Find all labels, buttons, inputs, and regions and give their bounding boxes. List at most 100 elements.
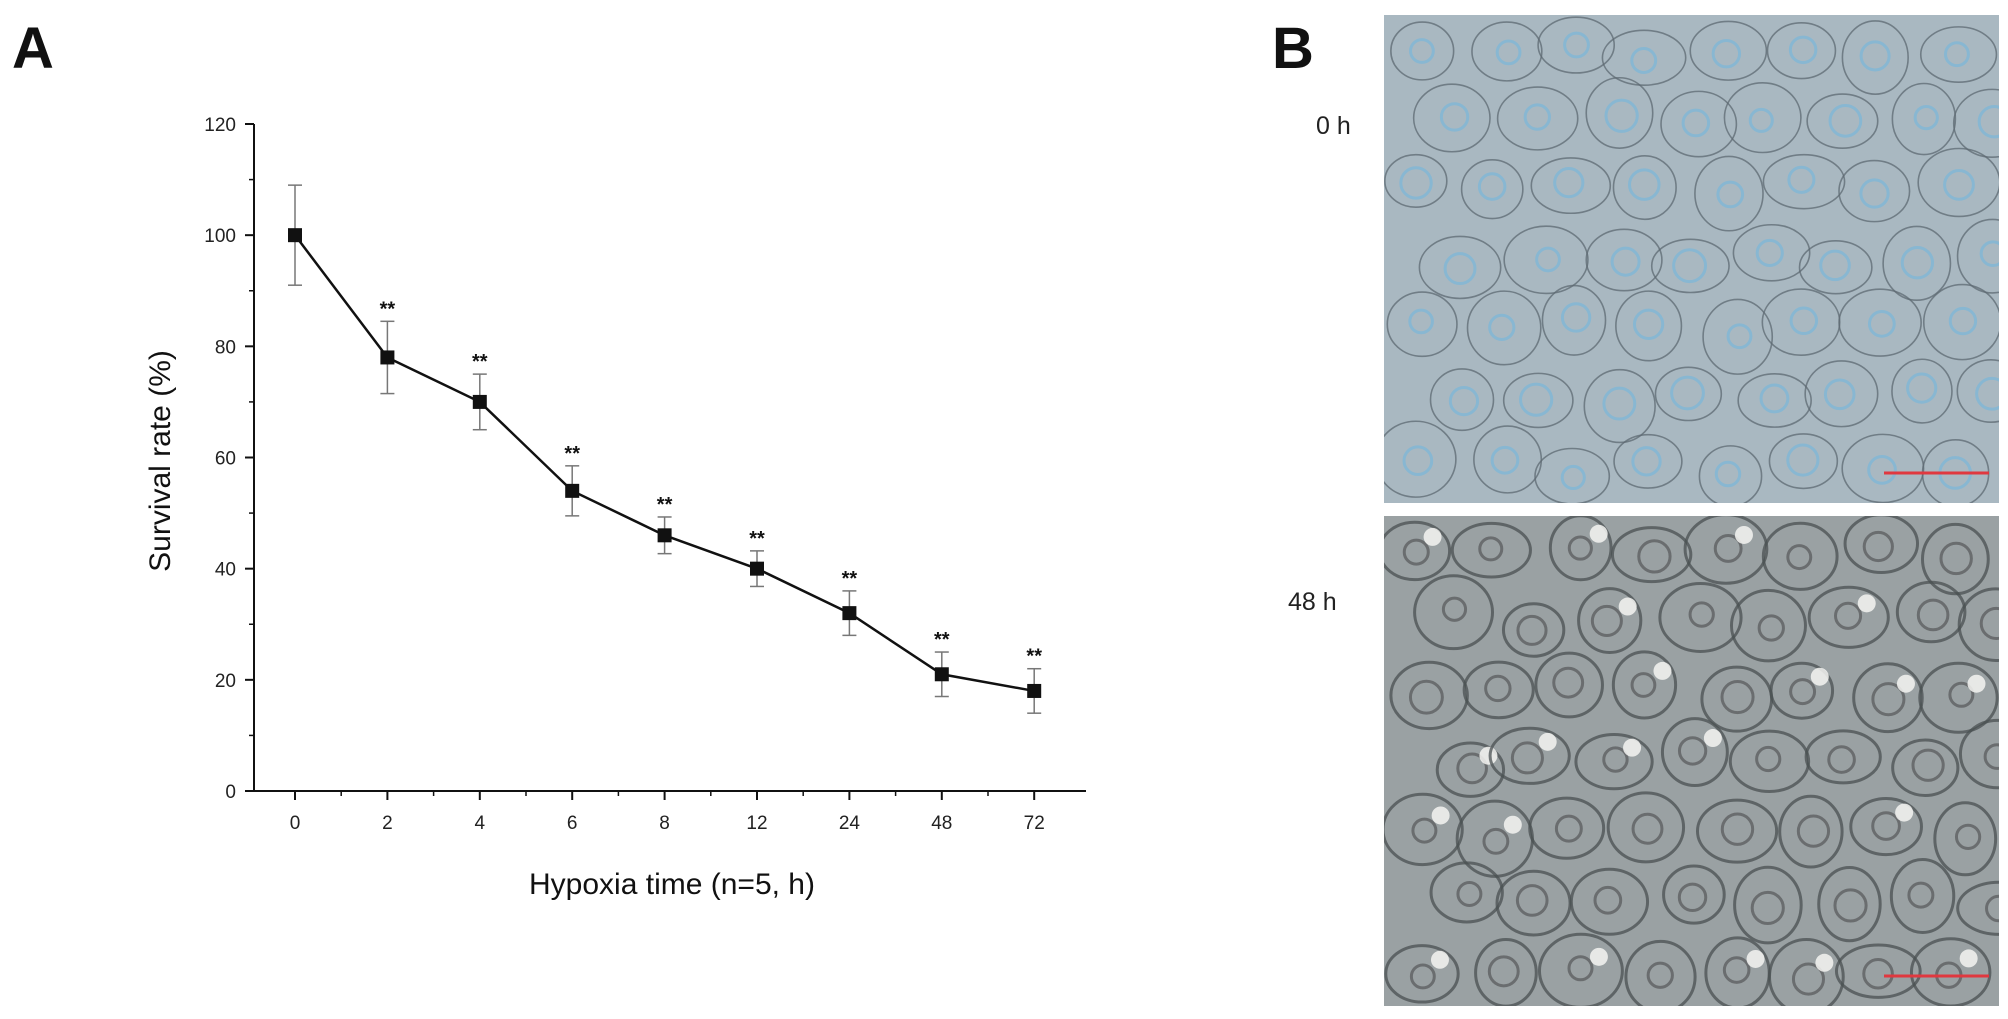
cell-nucleus [1789, 678, 1817, 706]
significance-label: ** [749, 528, 765, 550]
cell-outline [1412, 83, 1491, 153]
y-tick-label: 80 [215, 337, 236, 358]
cell-nucleus [1515, 884, 1549, 917]
cell-nucleus [1670, 375, 1705, 411]
bright-spot [1589, 524, 1608, 543]
cell-outline [1534, 447, 1611, 503]
cell-nucleus [1677, 882, 1708, 913]
cell-nucleus [1627, 168, 1661, 201]
cell-nucleus [1630, 47, 1658, 74]
data-point [288, 228, 302, 243]
bright-spot [1746, 949, 1765, 968]
cell-nucleus [1716, 180, 1745, 209]
bright-spot [1618, 597, 1637, 616]
cell-outline [1956, 218, 1999, 294]
cell-nucleus [1560, 302, 1592, 333]
cell-outline [1733, 865, 1803, 945]
cell-outline [1769, 661, 1835, 720]
cell-nucleus [1948, 681, 1975, 708]
cell-nucleus [1677, 736, 1708, 766]
cell-outline [1577, 587, 1643, 654]
cell-outline [1384, 792, 1464, 867]
cell-outline [1611, 650, 1678, 720]
cell-nucleus [1590, 604, 1623, 637]
cell-nucleus [1567, 955, 1594, 982]
cell-outline [1606, 791, 1686, 864]
cell-outline [1849, 797, 1923, 857]
bright-spot [1857, 594, 1876, 613]
significance-label: ** [934, 629, 950, 651]
cell-outline [1891, 738, 1960, 797]
cell-outline [1762, 153, 1846, 210]
cell-outline [1917, 147, 1999, 218]
cell-outline [1537, 932, 1624, 1006]
cell-nucleus [1791, 962, 1826, 996]
x-tick-label: 72 [1024, 813, 1045, 834]
cell-outline [1384, 944, 1460, 1004]
cell-outline [1841, 20, 1909, 95]
cell-nucleus [1750, 890, 1785, 926]
cell-nucleus [1495, 39, 1522, 66]
cell-nucleus [1408, 679, 1444, 715]
cell-nucleus [1789, 306, 1819, 336]
cell-outline [1386, 291, 1458, 358]
y-tick-label: 20 [215, 671, 236, 692]
cell-nucleus [1913, 104, 1939, 131]
cell-nucleus [1602, 746, 1629, 773]
cell-outline [1702, 298, 1774, 375]
cell-outline [1548, 516, 1613, 582]
x-tick-label: 12 [746, 813, 767, 834]
cell-nucleus [1871, 811, 1901, 841]
data-point [380, 350, 395, 365]
cell-nucleus [1439, 102, 1470, 132]
cell-outline [1496, 86, 1579, 151]
cell-nucleus [1456, 880, 1483, 907]
cell-outline [1585, 76, 1654, 149]
cell-outline [1694, 155, 1764, 232]
cell-nucleus [1788, 35, 1818, 65]
significance-label: ** [380, 298, 396, 320]
micrograph-48h [1384, 516, 1999, 1006]
cell-outline [1537, 16, 1616, 74]
cell-nucleus [1408, 308, 1434, 335]
cell-outline [1768, 938, 1845, 1006]
significance-label: ** [657, 494, 673, 516]
micrograph-label-0h: 0 h [1316, 112, 1351, 140]
cell-nucleus [1519, 382, 1554, 417]
cell-outline [1534, 651, 1604, 719]
bright-spot [1967, 674, 1986, 693]
cell-nucleus [1484, 674, 1512, 703]
cell-nucleus [1796, 814, 1831, 848]
cell-outline [1503, 225, 1589, 295]
cell-nucleus [1563, 31, 1590, 59]
cell-outline [1610, 526, 1693, 584]
cell-outline [1384, 153, 1448, 209]
cell-outline [1909, 937, 1992, 1006]
cell-nucleus [1720, 812, 1755, 846]
cell-nucleus [1977, 105, 1999, 139]
cell-nucleus [1983, 743, 1999, 770]
cell-nucleus [1553, 167, 1585, 199]
cell-nucleus [1567, 535, 1593, 561]
cell-nucleus [1786, 544, 1813, 571]
cell-nucleus [1443, 252, 1477, 286]
cell-nucleus [1939, 541, 1973, 576]
cell-outline [1918, 661, 1999, 734]
cell-nucleus [1834, 601, 1863, 630]
cell-nucleus [1630, 672, 1657, 698]
cell-nucleus [1720, 679, 1755, 715]
cell-nucleus [1631, 812, 1664, 845]
cell-outline [1728, 729, 1811, 793]
cell-nucleus [1900, 246, 1935, 280]
cell-nucleus [1402, 445, 1434, 477]
bright-spot [1896, 674, 1915, 693]
cell-outline [1501, 602, 1566, 658]
cell-outline [1660, 90, 1738, 158]
data-point [1027, 683, 1042, 698]
cell-nucleus [1402, 538, 1430, 566]
cell-outline [1429, 368, 1495, 432]
y-tick-label: 120 [204, 115, 236, 136]
cell-nucleus [1867, 455, 1897, 485]
y-tick-label: 100 [204, 226, 236, 247]
